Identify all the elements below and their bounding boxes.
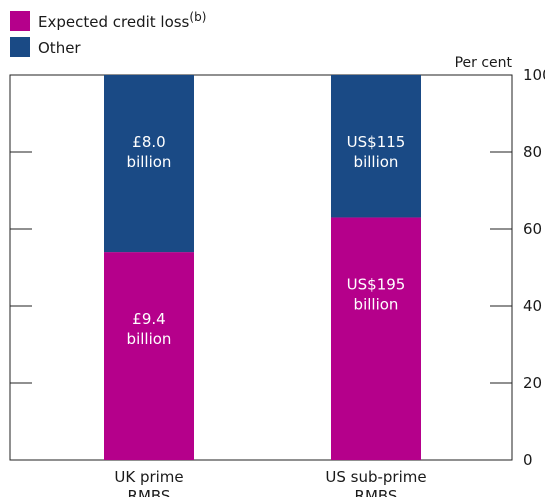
y-tick-label-80: 80 bbox=[523, 143, 542, 161]
legend-swatch-expected-credit-loss bbox=[10, 11, 30, 31]
category-label-0: UK prime RMBS bbox=[114, 468, 183, 497]
category-labels: UK prime RMBS US sub-prime RMBS bbox=[114, 468, 426, 497]
legend-label-expected-credit-loss: Expected credit loss(b) bbox=[38, 10, 206, 31]
legend: Expected credit loss(b) Other bbox=[10, 10, 206, 57]
bar-label-other-1: US$115 billion bbox=[347, 133, 406, 171]
bar-other-1 bbox=[331, 75, 421, 218]
y-axis-unit-label: Per cent bbox=[455, 55, 513, 71]
bar-label-expected-credit-loss-0: £9.4 billion bbox=[127, 310, 172, 348]
y-axis-ticks: 0 20 40 60 80 100 bbox=[10, 66, 545, 469]
bar-label-expected-credit-loss-1: US$195 billion bbox=[347, 275, 406, 313]
y-tick-label-0: 0 bbox=[523, 451, 533, 469]
plot-frame bbox=[9, 74, 513, 461]
y-tick-label-100: 100 bbox=[523, 66, 545, 84]
y-tick-label-20: 20 bbox=[523, 374, 542, 392]
legend-swatch-other bbox=[10, 37, 30, 57]
y-tick-label-40: 40 bbox=[523, 297, 542, 315]
bar-other-0 bbox=[104, 75, 194, 253]
bar-labels: £9.4 billion £8.0 billion US$195 billion US$11… bbox=[127, 133, 406, 348]
bars bbox=[104, 75, 421, 460]
bar-expected-credit-loss-1 bbox=[331, 217, 421, 460]
y-tick-label-60: 60 bbox=[523, 220, 542, 238]
legend-label-other: Other bbox=[38, 39, 81, 57]
category-label-1: US sub-prime RMBS bbox=[325, 468, 426, 497]
bar-expected-credit-loss-0 bbox=[104, 252, 194, 460]
legend-superscript: (b) bbox=[189, 10, 206, 24]
bar-label-other-0: £8.0 billion bbox=[127, 133, 172, 171]
